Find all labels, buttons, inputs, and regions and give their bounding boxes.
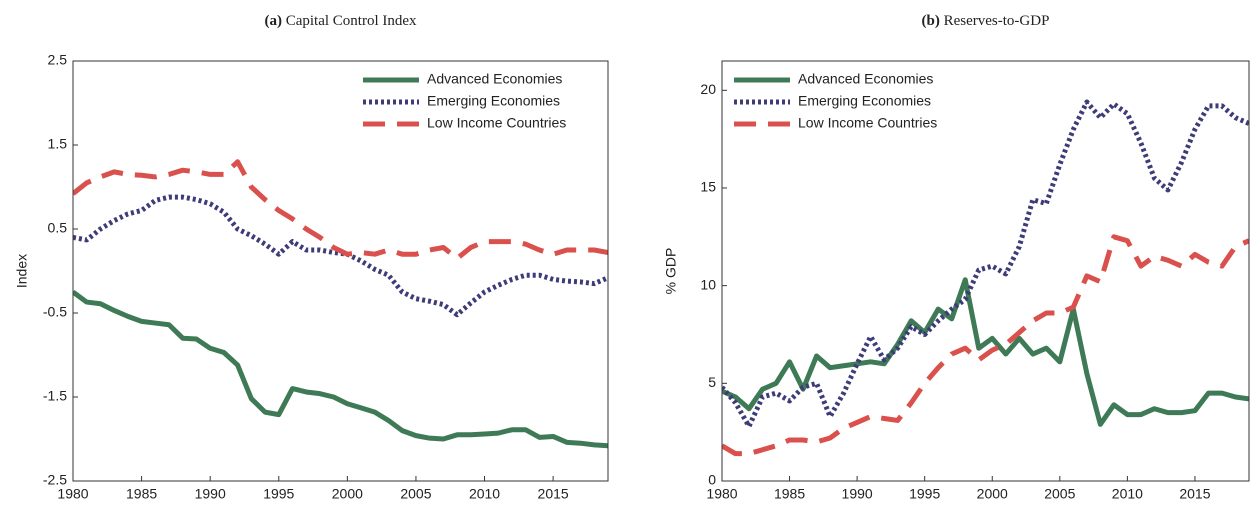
axes-box (721, 60, 1250, 482)
x-tick-label: 2010 (469, 486, 500, 502)
legend-label: Advanced Economies (798, 71, 933, 87)
x-tick-label: 2005 (1044, 486, 1075, 502)
x-tick-label: 1980 (706, 486, 737, 502)
series-line (722, 99, 1249, 429)
x-tick-label: 1995 (909, 486, 940, 502)
x-tick-label: 1980 (57, 486, 88, 502)
x-tick-label: 1985 (126, 486, 157, 502)
y-tick-label: 1.5 (48, 136, 68, 152)
y-tick-label: 2.5 (48, 52, 68, 68)
y-tick-label: 20 (700, 81, 716, 97)
x-tick-label: 1985 (774, 486, 805, 502)
legend-label: Low Income Countries (798, 115, 937, 131)
y-tick-label: 10 (700, 276, 716, 292)
title-text: Reserves-to-GDP (944, 13, 1050, 29)
y-axis-label: % GDP (663, 248, 679, 295)
series-line (73, 159, 608, 261)
y-tick-label: 0.5 (48, 220, 68, 236)
axes-box (72, 60, 609, 482)
x-tick-label: 1995 (263, 486, 294, 502)
x-tick-label: 1990 (195, 486, 226, 502)
series-line (73, 289, 608, 449)
series-line (722, 234, 1249, 457)
chart-title: (b) Reserves-to-GDP (922, 13, 1050, 29)
x-tick-label: 2015 (1179, 486, 1210, 502)
y-tick-label: 15 (700, 179, 716, 195)
legend-label: Advanced Economies (427, 71, 562, 87)
legend-label: Low Income Countries (427, 115, 566, 131)
legend-label: Emerging Economies (427, 93, 560, 109)
title-text: Capital Control Index (286, 13, 417, 29)
x-tick-label: 2015 (538, 486, 569, 502)
y-tick-label: -0.5 (43, 304, 67, 320)
y-tick-label: 0 (708, 472, 716, 488)
x-tick-label: 2000 (977, 486, 1008, 502)
legend-label: Emerging Economies (798, 93, 931, 109)
chart-title: (a) Capital Control Index (264, 13, 417, 29)
x-tick-label: 2010 (1112, 486, 1143, 502)
x-tick-label: 2005 (400, 486, 431, 502)
series-line (722, 277, 1249, 427)
title-label: (a) (264, 13, 282, 29)
y-tick-label: 5 (708, 374, 716, 390)
title-label: (b) (922, 13, 940, 29)
x-tick-label: 2000 (332, 486, 363, 502)
series-line (73, 194, 608, 318)
y-tick-label: -1.5 (43, 388, 67, 404)
y-axis-label: Index (14, 254, 30, 288)
y-tick-label: -2.5 (43, 472, 67, 488)
x-tick-label: 1990 (842, 486, 873, 502)
